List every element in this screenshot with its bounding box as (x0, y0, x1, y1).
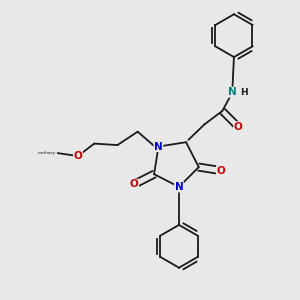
Text: N: N (154, 142, 163, 152)
Text: N: N (228, 87, 237, 97)
Text: methoxy: methoxy (38, 151, 56, 154)
Text: O: O (216, 166, 225, 176)
Text: O: O (130, 179, 139, 189)
Text: N: N (175, 182, 183, 192)
Text: H: H (240, 88, 247, 97)
Text: O: O (234, 122, 242, 132)
Text: O: O (74, 151, 82, 161)
